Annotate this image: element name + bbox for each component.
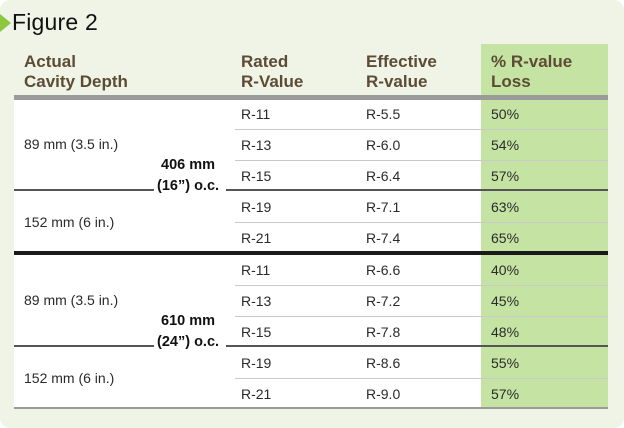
row-divider	[235, 378, 608, 379]
header-rated-line2: R-Value	[241, 72, 304, 91]
r-value-loss-cell: 50%	[491, 106, 520, 122]
header-cavity-depth-line2: Cavity Depth	[24, 72, 128, 91]
stud-spacing-line1: 406 mm	[161, 157, 216, 173]
r-value-loss-cell: 65%	[491, 230, 520, 246]
effective-r-value-cell: R-6.6	[366, 262, 401, 278]
row-divider	[235, 316, 608, 317]
row-divider	[235, 129, 608, 130]
effective-r-value-cell: R-7.8	[366, 324, 401, 340]
header-effective-line1: Effective	[366, 52, 437, 71]
loss-column-highlight	[481, 44, 608, 408]
header-loss-line1: % R-value	[491, 52, 573, 71]
rated-r-value-cell: R-15	[241, 168, 272, 184]
header-rated-r-value: Rated R-Value	[241, 52, 303, 92]
cavity-depth-label: 89 mm (3.5 in.)	[24, 292, 119, 308]
effective-r-value-cell: R-9.0	[366, 386, 401, 402]
rated-r-value-cell: R-15	[241, 324, 272, 340]
rated-r-value-cell: R-13	[241, 137, 272, 153]
effective-r-value-cell: R-6.0	[366, 137, 401, 153]
figure-marker-triangle-icon	[0, 14, 11, 32]
cavity-depth-label: 152 mm (6 in.)	[24, 370, 115, 386]
header-effective-line2: R-value	[366, 72, 428, 91]
r-value-loss-cell: 40%	[491, 262, 520, 278]
rated-r-value-cell: R-11	[241, 262, 271, 278]
row-divider	[235, 285, 608, 286]
rated-r-value-cell: R-13	[241, 293, 272, 309]
r-value-loss-cell: 57%	[491, 386, 520, 402]
effective-r-value-cell: R-7.1	[366, 199, 401, 215]
rated-r-value-cell: R-21	[241, 386, 272, 402]
header-cavity-depth-line1: Actual	[24, 52, 76, 71]
effective-r-value-cell: R-8.6	[366, 355, 401, 371]
depth-divider-left	[14, 345, 162, 347]
stud-spacing-label: 610 mm (24”) o.c.	[154, 311, 223, 353]
rated-r-value-cell: R-21	[241, 230, 272, 246]
effective-r-value-cell: R-6.4	[366, 168, 401, 184]
rated-r-value-cell: R-19	[241, 355, 272, 371]
r-value-loss-cell: 54%	[491, 137, 520, 153]
spacing-group-divider	[14, 251, 608, 255]
header-rated-line1: Rated	[241, 52, 289, 71]
rated-r-value-cell: R-11	[241, 106, 271, 122]
depth-divider-left	[14, 189, 162, 191]
row-divider	[235, 222, 608, 223]
stud-spacing-label: 406 mm (16”) o.c.	[154, 155, 223, 197]
table-bottom-rule	[14, 407, 608, 409]
rated-r-value-cell: R-19	[241, 199, 272, 215]
effective-r-value-cell: R-7.4	[366, 230, 401, 246]
header-loss-line2: Loss	[491, 72, 531, 91]
cavity-depth-label: 89 mm (3.5 in.)	[24, 136, 119, 152]
cavity-depth-label: 152 mm (6 in.)	[24, 214, 115, 230]
effective-r-value-cell: R-5.5	[366, 106, 401, 122]
r-value-loss-cell: 48%	[491, 324, 520, 340]
header-effective-r-value: Effective R-value	[366, 52, 437, 92]
header-rule	[14, 95, 608, 100]
r-value-loss-cell: 63%	[491, 199, 520, 215]
effective-r-value-cell: R-7.2	[366, 293, 401, 309]
r-value-loss-cell: 55%	[491, 355, 520, 371]
header-r-value-loss: % R-value Loss	[491, 52, 572, 92]
figure-title: Figure 2	[12, 9, 98, 35]
stud-spacing-line2: (24”) o.c.	[157, 334, 220, 350]
stud-spacing-line1: 610 mm	[161, 313, 216, 329]
r-value-loss-cell: 57%	[491, 168, 520, 184]
depth-divider-right	[226, 345, 608, 347]
stud-spacing-line2: (16”) o.c.	[157, 178, 220, 194]
row-divider	[235, 160, 608, 161]
r-value-loss-cell: 45%	[491, 293, 520, 309]
depth-divider-right	[226, 189, 608, 191]
header-cavity-depth: Actual Cavity Depth	[24, 52, 128, 92]
